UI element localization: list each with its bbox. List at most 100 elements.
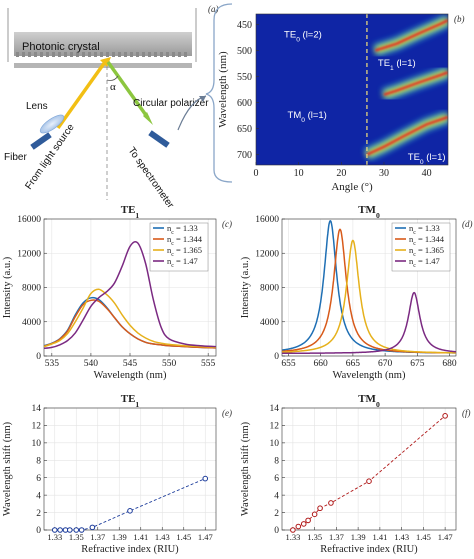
x-tick-label: 655 bbox=[281, 359, 296, 369]
y-tick-label: 600 bbox=[237, 98, 252, 109]
te1-spectra-chart: TE1 (c) 535 540 545 550 555 0 4000 8000 12000 16000… bbox=[2, 204, 232, 381]
grating-tooth bbox=[82, 52, 85, 57]
y-tick-label: 4 bbox=[36, 491, 41, 501]
x-tick-label: 30 bbox=[379, 168, 389, 179]
x-tick-label: 1.41 bbox=[372, 532, 387, 542]
grating-tooth bbox=[16, 52, 19, 57]
chart-title: TM0 bbox=[358, 393, 380, 409]
data-point bbox=[442, 413, 448, 419]
reflected-arrowhead bbox=[143, 112, 153, 125]
grating-tooth bbox=[94, 52, 97, 57]
series-line bbox=[282, 291, 456, 355]
legend-box bbox=[149, 222, 209, 272]
y-tick-label: 8 bbox=[274, 456, 279, 466]
y-tick-label: 16000 bbox=[17, 215, 41, 225]
data-point bbox=[78, 527, 85, 533]
chart-title: TM0 bbox=[358, 204, 380, 220]
light-source-label: From light source bbox=[23, 122, 77, 192]
x-tick-label: 20 bbox=[336, 168, 346, 179]
y-tick-label: 2 bbox=[274, 509, 279, 519]
grating-tooth bbox=[154, 52, 157, 57]
y-tick-label: 650 bbox=[237, 124, 252, 135]
series-line bbox=[43, 288, 217, 349]
bracket bbox=[205, 3, 233, 183]
x-tick-label: 670 bbox=[378, 359, 393, 369]
grating-tooth bbox=[166, 52, 169, 57]
angle-alpha: α bbox=[110, 81, 116, 93]
spectrometer-fiber-head bbox=[148, 130, 170, 148]
polarizer-label: Circular polarizer bbox=[133, 98, 209, 109]
x-tick-label: 1.39 bbox=[351, 532, 366, 542]
panel-letter: (f) bbox=[462, 408, 471, 418]
y-axis-label: Wavelength shift (nm) bbox=[240, 421, 251, 516]
grating-tooth bbox=[106, 52, 109, 57]
series-line bbox=[43, 241, 217, 350]
fiber-label: Fiber bbox=[4, 152, 27, 163]
x-tick-label: 660 bbox=[314, 359, 329, 369]
y-tick-label: 10 bbox=[270, 439, 280, 449]
legend-label: nc = 1.47 bbox=[409, 256, 440, 269]
grating-tooth bbox=[52, 52, 55, 57]
spectrometer-label: To spectrometer bbox=[126, 145, 177, 211]
x-tick-label: 1.47 bbox=[438, 532, 453, 542]
y-axis-label: Intensity (a.u.) bbox=[2, 256, 13, 318]
y-tick-label: 14 bbox=[270, 404, 280, 414]
grating-tooth bbox=[100, 52, 103, 57]
x-tick-label: 1.43 bbox=[155, 532, 170, 542]
y-tick-label: 4000 bbox=[260, 318, 279, 328]
y-tick-label: 8 bbox=[36, 456, 41, 466]
grating-tooth bbox=[64, 52, 67, 57]
mode-label: TE1 (l=1) bbox=[378, 58, 416, 72]
fiber-head bbox=[30, 132, 52, 150]
grating-tooth bbox=[136, 52, 139, 57]
data-point bbox=[305, 517, 311, 524]
data-point bbox=[202, 475, 209, 482]
data-point bbox=[73, 527, 80, 533]
grating-tooth bbox=[76, 52, 79, 57]
plot-frame bbox=[281, 407, 457, 531]
x-axis-label: Wavelength (nm) bbox=[94, 370, 167, 381]
data-point bbox=[89, 524, 96, 531]
y-tick-label: 500 bbox=[237, 46, 252, 57]
y-tick-label: 16000 bbox=[255, 215, 279, 225]
x-tick-label: 1.33 bbox=[285, 532, 300, 542]
grating-tooth bbox=[34, 52, 37, 57]
data-point bbox=[311, 511, 318, 518]
y-tick-label: 14 bbox=[32, 404, 42, 414]
y-tick-label: 450 bbox=[237, 20, 252, 31]
legend-label: nc = 1.33 bbox=[167, 223, 198, 236]
crystal-grating bbox=[16, 52, 187, 57]
data-point bbox=[317, 505, 323, 512]
grating-tooth bbox=[112, 52, 115, 57]
grating-tooth bbox=[142, 52, 145, 57]
x-tick-label: 10 bbox=[294, 168, 304, 179]
grating-tooth bbox=[46, 52, 49, 57]
legend-label: nc = 1.33 bbox=[409, 223, 440, 236]
data-point bbox=[51, 527, 58, 533]
x-tick-label: 540 bbox=[84, 359, 99, 369]
lens-label: Lens bbox=[26, 101, 48, 112]
x-tick-label: 1.35 bbox=[69, 532, 84, 542]
x-tick-label: 1.47 bbox=[198, 532, 213, 542]
panel-letter: (c) bbox=[222, 219, 232, 229]
y-tick-label: 4000 bbox=[22, 318, 41, 328]
mode-labels: TE0 (l=2) TE1 (l=1) TM0 (l=1) TE0 (l=1) bbox=[284, 29, 445, 165]
y-tick-label: 12 bbox=[32, 422, 42, 432]
x-tick-label: 550 bbox=[162, 359, 177, 369]
y-tick-label: 550 bbox=[237, 72, 252, 83]
grating-tooth bbox=[184, 52, 187, 57]
y-tick-label: 2 bbox=[36, 509, 41, 519]
chart-title: TE1 bbox=[121, 204, 140, 220]
tm0-shift-chart: TM0 (f) 1.33 1.35 1.37 1.39 1.41 1.43 1.45 1.47 0 2… bbox=[240, 393, 471, 555]
plot-frame bbox=[43, 407, 217, 531]
panel-letter-a: (a) bbox=[208, 4, 219, 14]
data-point bbox=[67, 527, 73, 533]
tm0-spectra-chart: TM0 (d) 655 660 665 670 675 680 0 4000 8000 12000 16… bbox=[240, 204, 473, 381]
grating-tooth bbox=[124, 52, 127, 57]
x-tick-label: 675 bbox=[410, 359, 425, 369]
legend-label: nc = 1.365 bbox=[409, 245, 444, 258]
y-tick-label: 6 bbox=[274, 474, 279, 484]
x-axis-label: Angle (°) bbox=[331, 181, 373, 193]
y-axis-label: Wavelength (nm) bbox=[217, 51, 229, 128]
